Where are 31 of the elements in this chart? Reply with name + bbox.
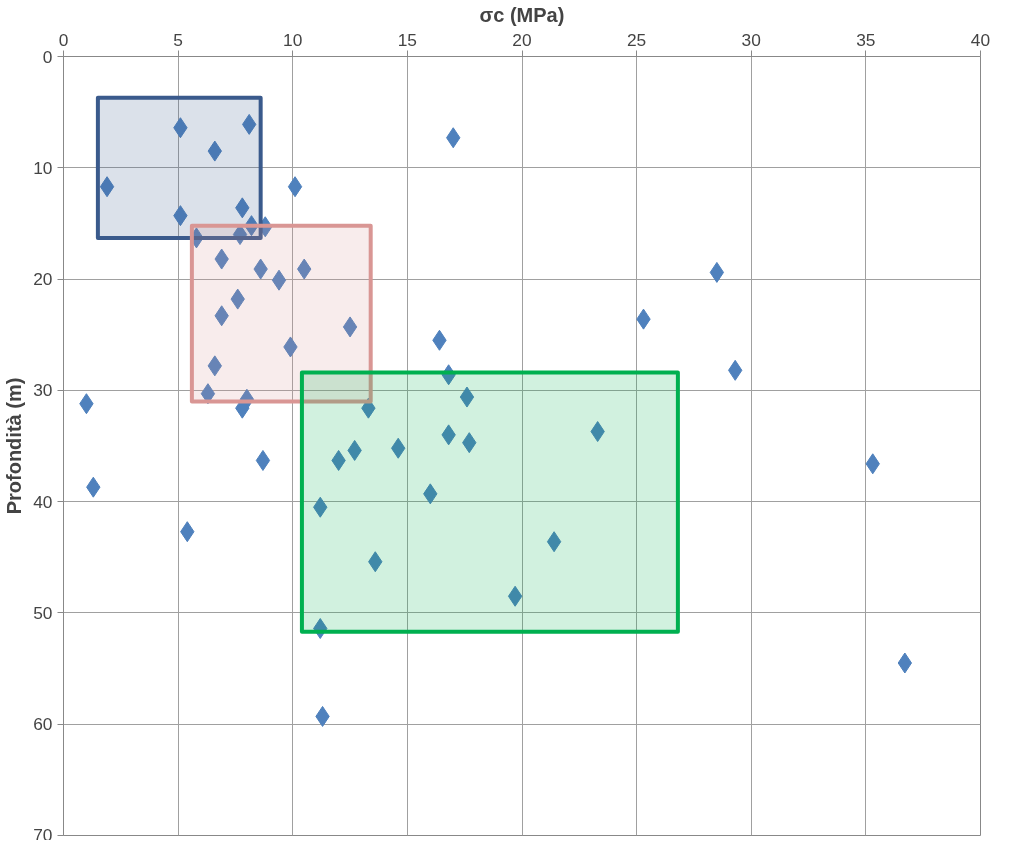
x-tick-label: 20 bbox=[512, 29, 532, 50]
point bbox=[287, 176, 303, 198]
y-tick-label: 10 bbox=[33, 157, 53, 178]
point bbox=[232, 224, 248, 246]
y-tick-label: 50 bbox=[33, 602, 53, 623]
y-tick-label: 70 bbox=[33, 824, 53, 845]
y-tick-label: 0 bbox=[42, 46, 53, 67]
point bbox=[255, 449, 271, 471]
point bbox=[897, 652, 913, 674]
point bbox=[709, 261, 725, 283]
x-tick-label: 10 bbox=[283, 29, 303, 50]
x-tick-label: 35 bbox=[856, 29, 876, 50]
point bbox=[342, 316, 358, 338]
point bbox=[271, 269, 287, 291]
y-tick-label: 20 bbox=[33, 269, 53, 290]
point bbox=[507, 585, 523, 607]
x-tick-label: 0 bbox=[58, 29, 69, 50]
y-tick-label: 30 bbox=[33, 380, 53, 401]
point bbox=[99, 176, 115, 198]
x-tick-label: 30 bbox=[741, 29, 761, 50]
y-tick-label: 40 bbox=[33, 491, 53, 512]
x-axis-title: σc (MPa) bbox=[479, 3, 565, 26]
point bbox=[546, 531, 562, 553]
x-tick-label: 40 bbox=[970, 29, 991, 50]
point bbox=[200, 383, 216, 405]
x-tick-label: 15 bbox=[397, 29, 418, 50]
x-tick-label: 25 bbox=[626, 29, 647, 50]
point bbox=[459, 386, 475, 408]
y-tick-label: 60 bbox=[33, 714, 53, 735]
x-tick-label: 5 bbox=[173, 29, 183, 50]
y-axis-title: Profondità (m) bbox=[3, 377, 26, 515]
